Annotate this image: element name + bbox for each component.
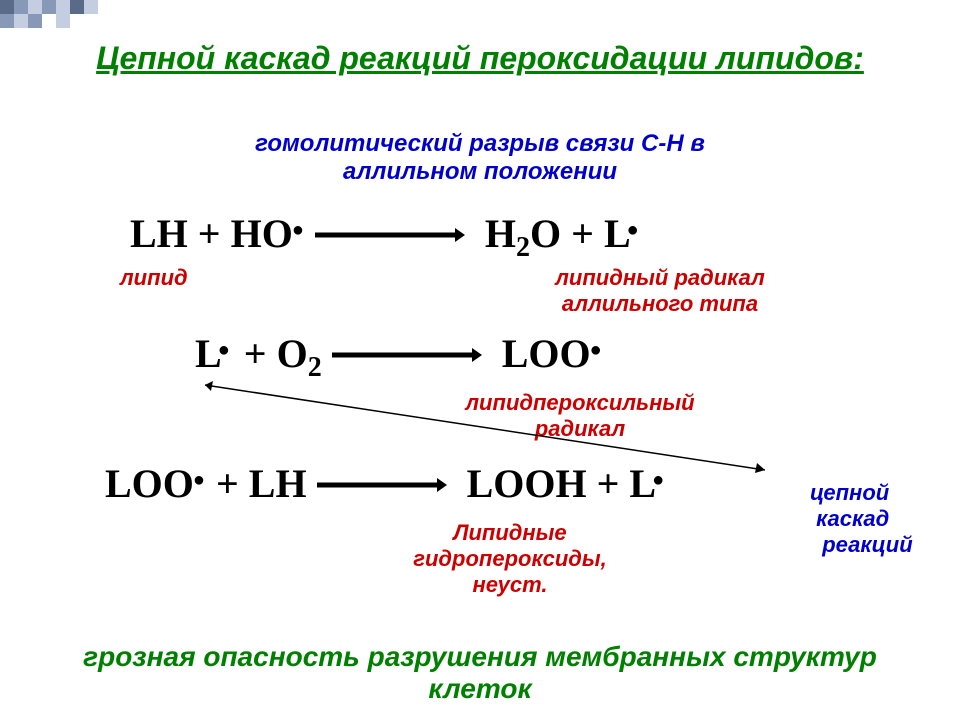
footer-line1: грозная опасность разрушения мембранных … — [83, 641, 877, 672]
corner-decoration — [0, 0, 180, 30]
chain-arrow — [195, 375, 775, 480]
main-title: Цепной каскад реакций пероксидации липид… — [0, 40, 960, 77]
label-radical: липидный радикал аллильного типа — [520, 265, 800, 317]
subtitle-line2: аллильном положении — [343, 158, 617, 185]
label-chain-cascade: цепной каскад реакций — [810, 480, 940, 558]
label-chain-line3: реакций — [822, 532, 912, 557]
label-chain-line1: цепной — [810, 480, 889, 505]
label-lipid: липид — [120, 265, 188, 291]
equation-1: LH + HO● H2O + L● — [130, 210, 643, 264]
label-hydro-line1: Липидные — [453, 520, 566, 545]
arrow-icon — [332, 345, 482, 365]
footer-text: грозная опасность разрушения мембранных … — [0, 641, 960, 705]
label-hydroperoxide: Липидные гидропероксиды, неуст. — [390, 520, 630, 598]
label-hydro-line3: неуст. — [472, 572, 547, 597]
label-radical-line2: аллильного типа — [562, 291, 758, 316]
label-chain-line2: каскад — [816, 506, 889, 531]
subtitle-line1: гомолитический разрыв связи С-Н в — [255, 130, 705, 157]
footer-line2: клеток — [428, 673, 531, 704]
subtitle: гомолитический разрыв связи С-Н в аллиль… — [0, 130, 960, 186]
label-radical-line1: липидный радикал — [555, 265, 765, 290]
label-hydro-line2: гидропероксиды, — [413, 546, 607, 571]
arrow-icon — [315, 225, 465, 245]
